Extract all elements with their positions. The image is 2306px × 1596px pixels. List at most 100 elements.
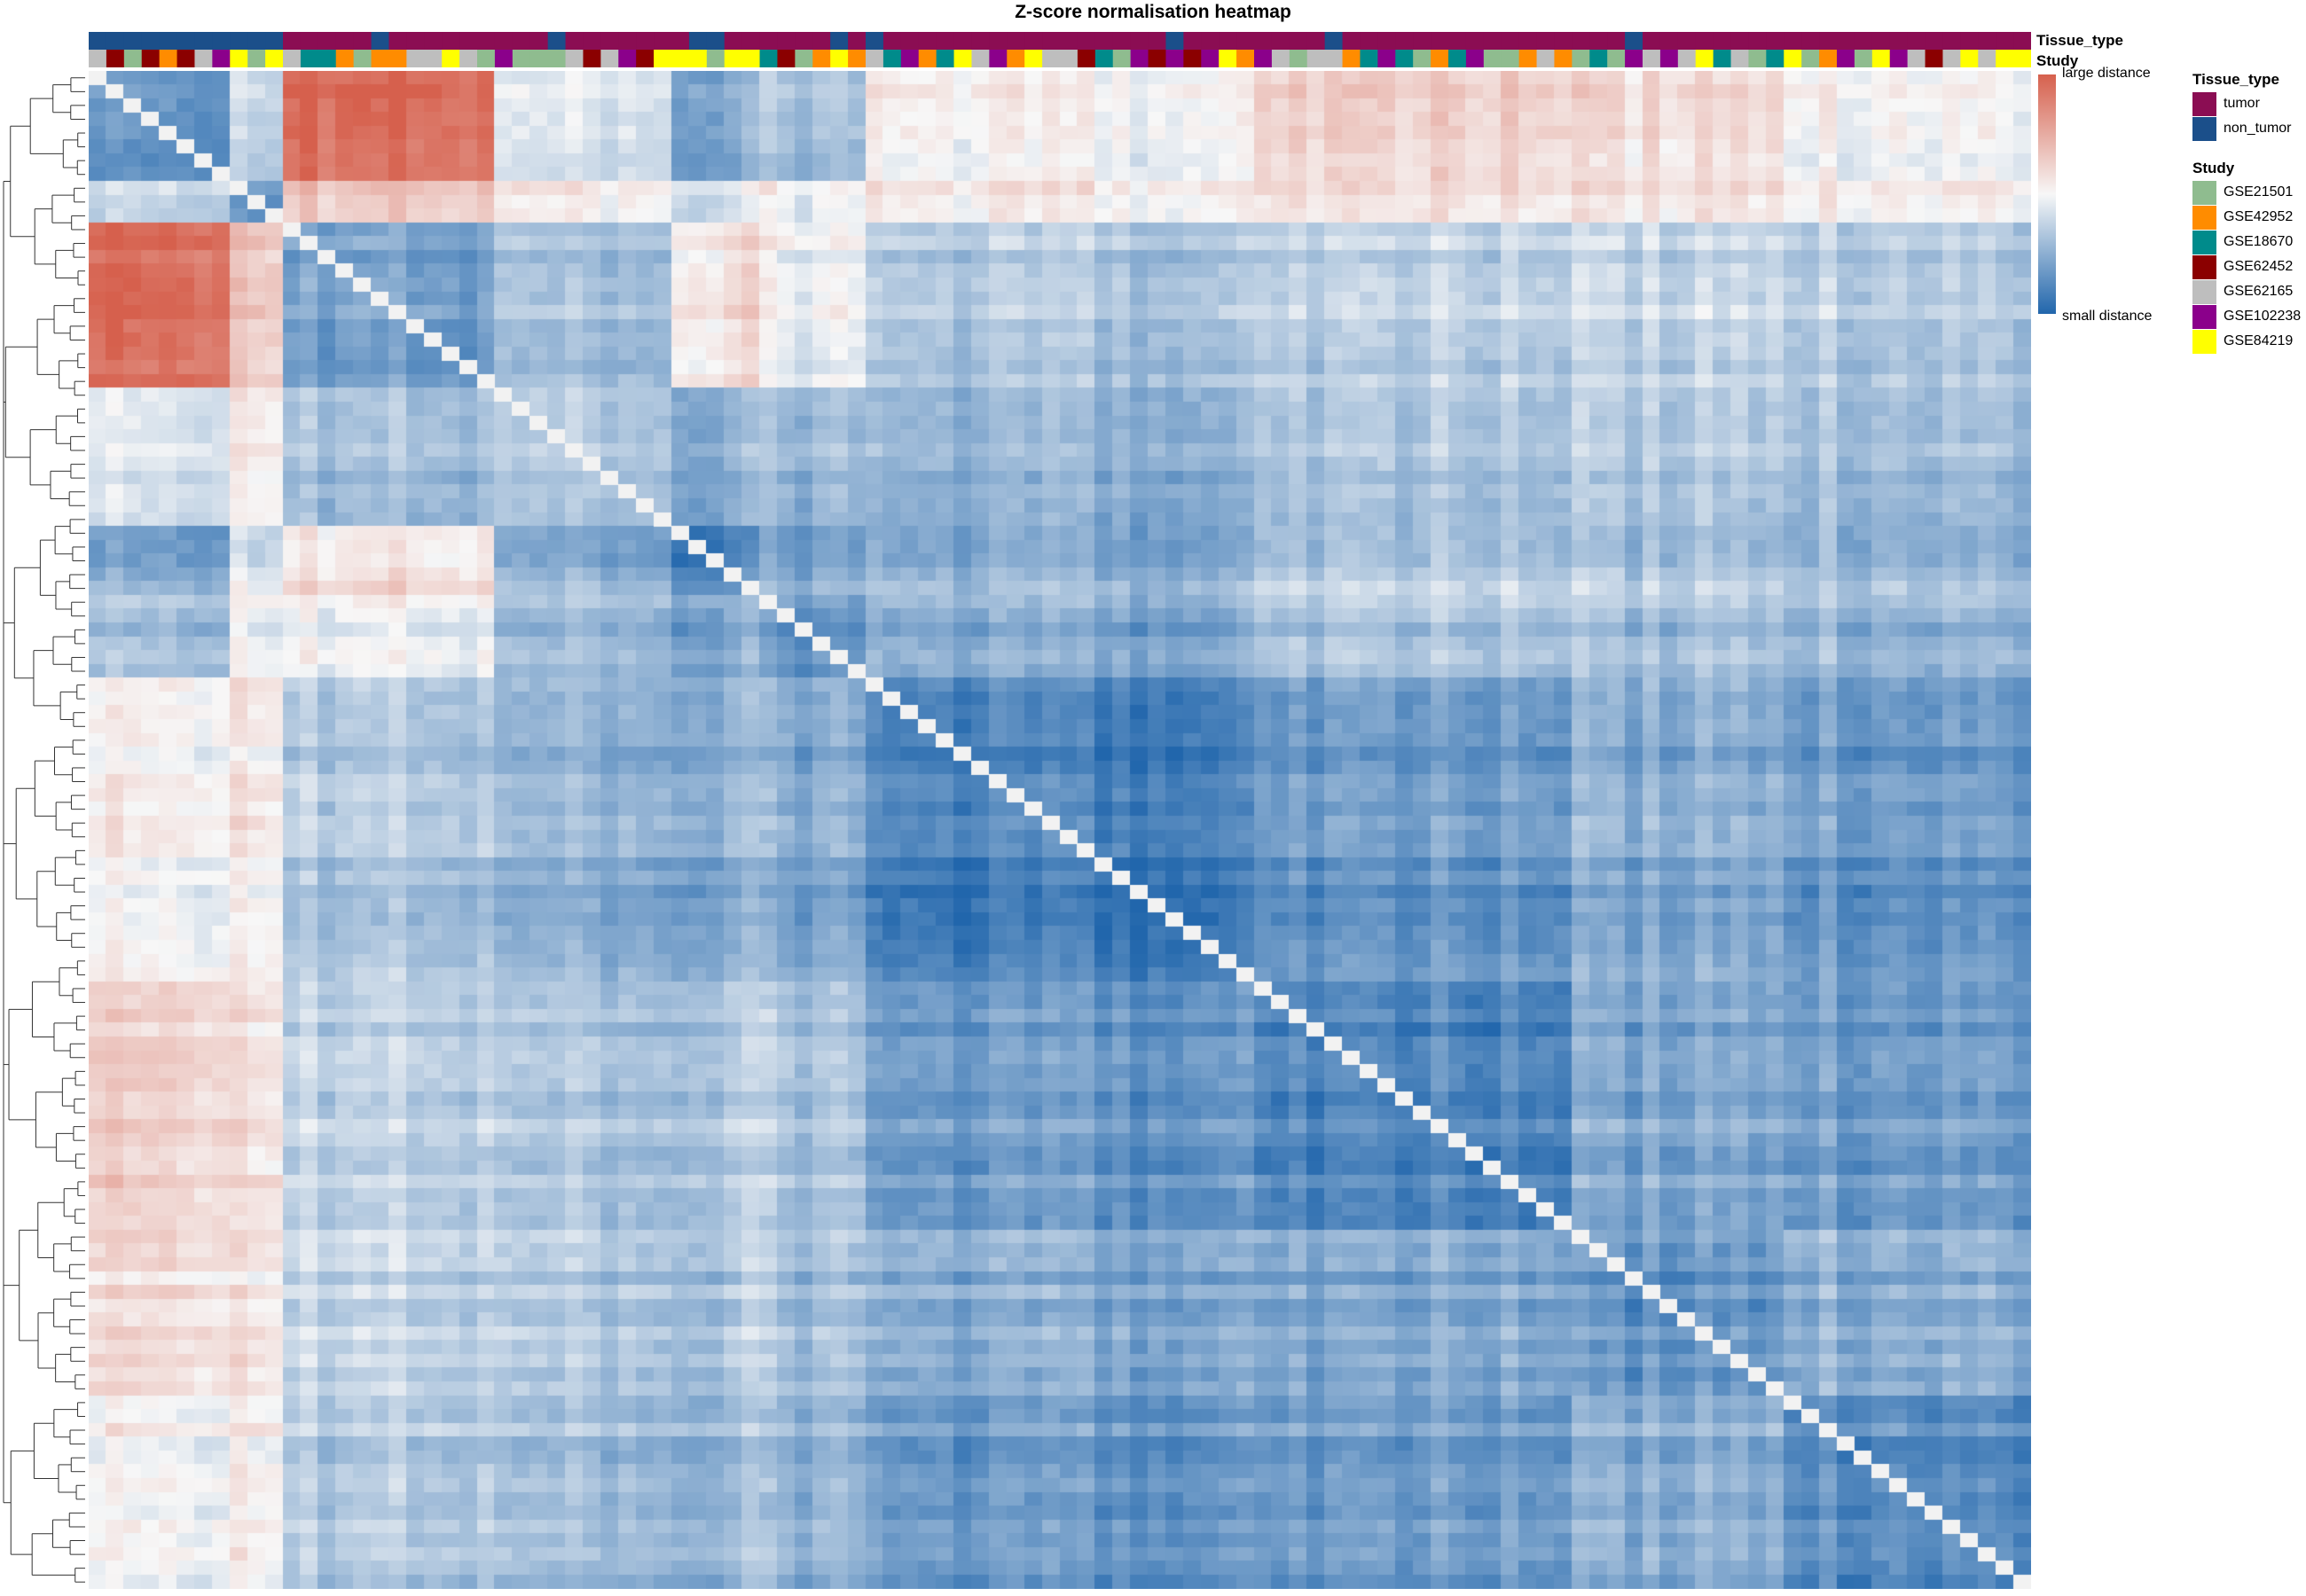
study-cell	[1024, 50, 1043, 67]
study-cell	[688, 50, 708, 67]
study-cell	[159, 50, 178, 67]
study-cell	[848, 50, 867, 67]
tissue-type-cell	[1324, 32, 1344, 50]
tissue-type-cell	[1306, 32, 1326, 50]
tissue-type-cell	[1784, 32, 1802, 50]
study-cell	[1589, 50, 1608, 67]
study-cell	[547, 50, 567, 67]
study-cell	[176, 50, 196, 67]
legend-label-non-tumor: non_tumor	[2224, 121, 2292, 136]
tissue-type-cell	[1889, 32, 1909, 50]
study-cell	[512, 50, 531, 67]
tissue-type-cell	[1677, 32, 1697, 50]
colorbar	[2038, 74, 2056, 314]
study-cell	[1042, 50, 1061, 67]
tissue-type-cell	[1236, 32, 1255, 50]
legend-swatch-gse42952	[2192, 206, 2216, 230]
legend-label-gse42952: GSE42952	[2224, 209, 2294, 224]
study-cell	[494, 50, 514, 67]
study-cell	[1077, 50, 1096, 67]
study-cell	[353, 50, 373, 67]
legend-label-gse62452: GSE62452	[2224, 259, 2294, 274]
tissue-type-cell	[866, 32, 884, 50]
tissue-type-cell	[247, 32, 266, 50]
study-cell	[1413, 50, 1431, 67]
study-cell	[300, 50, 319, 67]
legend-label-gse84219: GSE84219	[2224, 333, 2294, 348]
tissue-type-cell	[1271, 32, 1290, 50]
study-cell	[936, 50, 955, 67]
tissue-type-cell	[1854, 32, 1873, 50]
study-cell	[1572, 50, 1590, 67]
tissue-type-cell	[123, 32, 143, 50]
study-cell	[477, 50, 496, 67]
study-cell	[1130, 50, 1149, 67]
tissue-type-cell	[459, 32, 478, 50]
tissue-type-cell	[1342, 32, 1361, 50]
tissue-type-cell	[1572, 32, 1590, 50]
legend-title-tissue-type: Tissue_type	[2192, 71, 2279, 88]
study-cell	[830, 50, 849, 67]
tissue-type-cell	[335, 32, 355, 50]
study-cell	[406, 50, 425, 67]
tissue-type-cell	[477, 32, 496, 50]
tissue-type-cell	[1837, 32, 1855, 50]
study-cell	[1677, 50, 1697, 67]
legend-label-gse18670: GSE18670	[2224, 234, 2294, 249]
tissue-type-cell	[936, 32, 955, 50]
tissue-type-cell	[547, 32, 567, 50]
tissue-type-cell	[654, 32, 672, 50]
tissue-type-cell	[1659, 32, 1679, 50]
tissue-type-cell	[1377, 32, 1396, 50]
tissue-type-cell	[1536, 32, 1556, 50]
legend-swatch-non-tumor	[2192, 117, 2216, 141]
tissue-type-cell	[1148, 32, 1167, 50]
tissue-type-cell	[1907, 32, 1926, 50]
study-cell	[741, 50, 761, 67]
study-cell	[724, 50, 743, 67]
tissue-type-annotation-label: Tissue_type	[2036, 32, 2123, 49]
tissue-type-cell	[230, 32, 248, 50]
tissue-type-cell	[1819, 32, 1838, 50]
study-cell	[1007, 50, 1025, 67]
tissue-type-cell	[141, 32, 161, 50]
tissue-type-cell	[688, 32, 708, 50]
study-cell	[795, 50, 813, 67]
tissue-type-cell	[1077, 32, 1096, 50]
tissue-type-cell	[1518, 32, 1538, 50]
tissue-type-cell	[1007, 32, 1025, 50]
tissue-type-cell	[1413, 32, 1431, 50]
tissue-type-cell	[1501, 32, 1520, 50]
tissue-type-cell	[1360, 32, 1378, 50]
study-cell	[882, 50, 902, 67]
tissue-type-cell	[1925, 32, 1944, 50]
distance-heatmap	[89, 71, 2031, 1589]
tissue-type-cell	[1748, 32, 1767, 50]
study-cell	[812, 50, 831, 67]
tissue-type-cell	[388, 32, 407, 50]
study-cell	[565, 50, 584, 67]
legend-label-gse102238: GSE102238	[2224, 309, 2302, 324]
tissue-type-cell	[759, 32, 779, 50]
study-cell	[1236, 50, 1255, 67]
study-cell	[1501, 50, 1520, 67]
tissue-type-cell	[706, 32, 726, 50]
study-cell	[1289, 50, 1308, 67]
study-cell	[1183, 50, 1202, 67]
tissue-type-cell	[1607, 32, 1626, 50]
tissue-type-cell	[106, 32, 125, 50]
tissue-type-cell	[848, 32, 867, 50]
legend-swatch-gse84219	[2192, 330, 2216, 354]
study-cell	[1871, 50, 1891, 67]
tissue-type-cell	[1112, 32, 1132, 50]
tissue-type-cell	[1183, 32, 1202, 50]
tissue-type-cell	[424, 32, 443, 50]
legend-swatch-gse102238	[2192, 305, 2216, 329]
colorbar-high-label: large distance	[2062, 66, 2151, 81]
study-cell	[1219, 50, 1237, 67]
study-cell	[335, 50, 355, 67]
tissue-type-cell	[529, 32, 549, 50]
tissue-type-cell	[830, 32, 849, 50]
study-cell	[1925, 50, 1944, 67]
tissue-type-annotation-bar	[89, 32, 2031, 50]
